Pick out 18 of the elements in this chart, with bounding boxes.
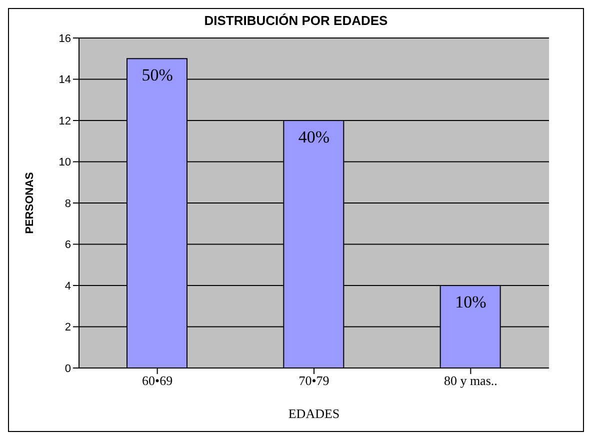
- y-tick-label: 10: [58, 156, 71, 169]
- y-tick-label: 16: [58, 32, 71, 45]
- x-tick-label: 80 y mas..: [444, 373, 498, 388]
- x-axis-title: EDADES: [288, 406, 340, 421]
- annotation: 10%: [455, 292, 486, 312]
- annotation: 40%: [298, 128, 330, 147]
- y-tick-label: 4: [64, 280, 71, 292]
- y-tick-label: 14: [58, 74, 71, 86]
- x-tick-label: 60•69: [142, 373, 173, 388]
- y-tick-label: 6: [64, 239, 71, 252]
- y-axis-title: PERSONAS: [24, 172, 36, 234]
- y-tick-label: 0: [64, 362, 71, 375]
- chart-title: DISTRIBUCIÓN POR EDADES: [203, 13, 389, 28]
- x-tick-label: 70•79: [298, 373, 330, 388]
- annotation: 50%: [142, 66, 173, 85]
- y-tick-label: 8: [64, 198, 71, 210]
- y-tick-label: 12: [58, 115, 71, 128]
- y-tick-label: 2: [64, 322, 71, 334]
